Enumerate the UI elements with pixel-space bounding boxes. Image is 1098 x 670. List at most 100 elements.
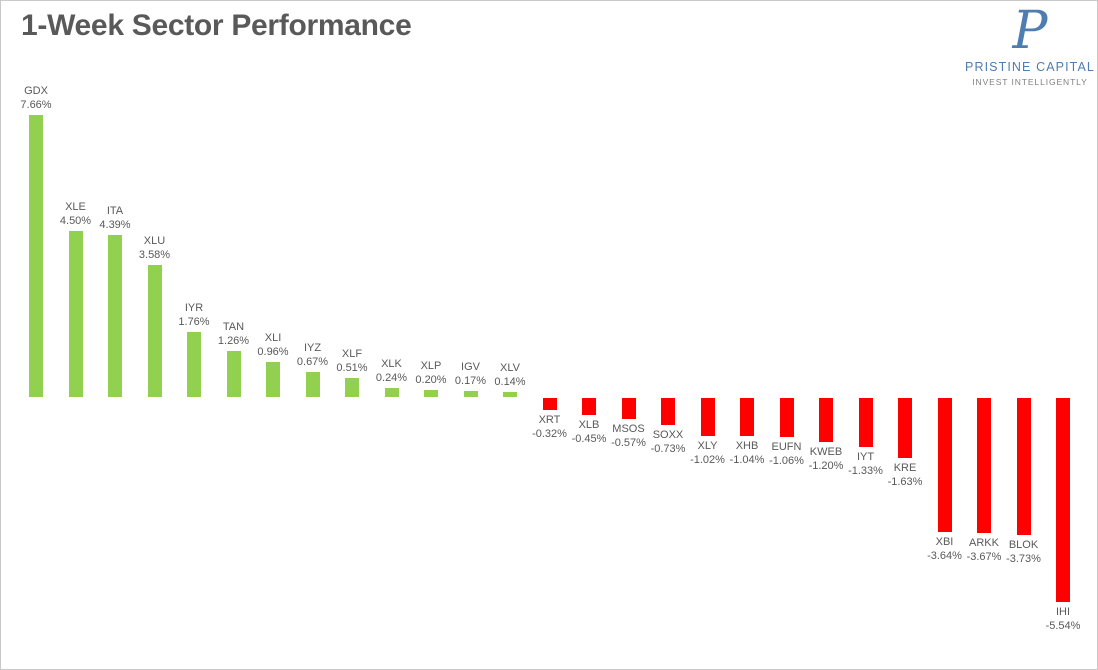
percent-text: 7.66% [20,99,52,112]
percent-text: -1.04% [729,454,765,467]
ticker-text: XLE [65,201,86,214]
percent-text: -3.73% [1006,553,1041,566]
bar-xrt [542,398,557,410]
ticker-text: XLV [500,361,520,374]
bar-kre [898,398,912,458]
ticker-text: XLI [264,331,282,344]
bar-label-xlf: XLF 0.51% [320,347,384,375]
chart-title: 1-Week Sector Performance [21,9,412,42]
bar-xlu [147,265,162,397]
bar-label-igv: IGV 0.17% [439,360,503,388]
percent-text: 0.24% [375,372,408,385]
bar-label-msos: MSOS -0.57% [597,422,661,450]
ticker-text: IYR [184,302,204,315]
percent-text: -1.33% [848,464,883,477]
bar-label-blok: BLOK -3.73% [992,538,1056,566]
ticker-text: IYT [856,450,875,463]
bar-label-xbi: XBI -3.64% [913,535,977,563]
bar-xli [266,361,280,397]
percent-text: -0.45% [571,432,607,445]
pristine-capital-logo: P PRISTINE CAPITAL INVEST INTELLIGENTLY [959,1,1097,87]
ticker-text: IYZ [303,342,322,355]
ticker-text: EUFN [771,441,802,453]
bar-xlv [503,391,517,397]
percent-text: 4.50% [59,215,92,228]
bar-xlp [424,389,438,397]
ticker-text: XRT [538,413,561,426]
bar-label-xly: XLY -1.02% [676,439,740,467]
ticker-text: XLY [697,439,718,452]
bar-label-xlk: XLK 0.24% [360,357,424,385]
bar-iyz [305,372,320,397]
ticker-text: XHB [735,440,759,453]
ticker-text: MSOS [612,422,645,435]
percent-text: 1.76% [178,316,210,329]
bar-label-iyr: IYR 1.76% [162,301,226,329]
ticker-text: ITA [106,205,124,218]
bar-xlf [345,378,359,397]
percent-text: 0.96% [257,345,289,358]
bar-label-xli: XLI 0.96% [241,331,305,359]
percent-text: 0.14% [494,375,526,388]
bar-tan [226,350,241,397]
bar-label-kre: KRE -1.63% [873,461,937,489]
percent-text: 1.26% [217,334,250,347]
bar-label-iyz: IYZ 0.67% [281,341,345,369]
bar-label-xle: XLE 4.50% [44,200,108,228]
ticker-text: XLK [381,358,402,371]
ticker-text: IHI [1055,605,1071,618]
bar-label-kweb: KWEB -1.20% [794,445,858,473]
bar-label-xlp: XLP 0.20% [399,359,463,387]
bar-xbi [937,398,952,532]
bar-label-gdx: GDX 7.66% [4,84,68,112]
bar-label-xlv: XLV 0.14% [478,361,542,389]
bar-label-xhb: XHB -1.04% [715,439,779,467]
percent-text: -5.54% [1045,619,1081,632]
percent-text: -1.63% [887,475,923,488]
percent-text: -1.02% [690,453,725,466]
bar-label-ita: ITA 4.39% [83,204,147,232]
bar-label-iyt: IYT -1.33% [834,450,898,478]
percent-text: 0.51% [336,362,368,375]
logo-company-name: PRISTINE CAPITAL [965,60,1095,74]
bar-kweb [819,398,833,443]
ticker-text: XLF [341,348,363,361]
ticker-text: GDX [24,85,48,98]
bar-label-xlu: XLU 3.58% [123,234,187,262]
bar-xlk [384,388,399,397]
bar-xle [68,231,83,397]
bar-xlb [582,398,596,415]
bar-label-eufn: EUFN -1.06% [755,440,819,468]
bar-msos [621,398,636,419]
bar-iyt [858,398,873,447]
percent-text: -3.67% [966,551,1002,564]
ticker-text: TAN [222,320,245,333]
ticker-text: SOXX [652,428,684,441]
bar-label-xlb: XLB -0.45% [557,418,621,446]
percent-text: -0.57% [611,436,646,449]
ticker-text: KRE [893,461,917,474]
percent-text: -1.06% [769,455,804,467]
bar-label-soxx: SOXX -0.73% [636,428,700,456]
ticker-text: BLOK [1008,539,1039,552]
ticker-text: XLB [578,418,600,431]
percent-text: 0.17% [454,374,487,387]
percent-text: 4.39% [99,219,131,232]
bar-gdx [29,115,43,397]
bar-xly [700,398,715,436]
ticker-text: XLP [420,359,442,372]
bar-label-arkk: ARKK -3.67% [952,536,1016,564]
percent-text: 3.58% [138,249,171,262]
ticker-text: XBI [935,535,954,548]
logo-tagline: INVEST INTELLIGENTLY [972,77,1088,87]
bar-label-ihi: IHI -5.54% [1031,605,1095,633]
bar-igv [463,390,478,397]
bar-xhb [740,398,754,437]
logo-monogram-p-icon: P [1012,1,1048,61]
bar-blok [1016,398,1031,536]
bar-label-xrt: XRT -0.32% [518,413,582,441]
percent-text: 0.67% [296,356,329,369]
ticker-text: XLU [143,235,166,248]
